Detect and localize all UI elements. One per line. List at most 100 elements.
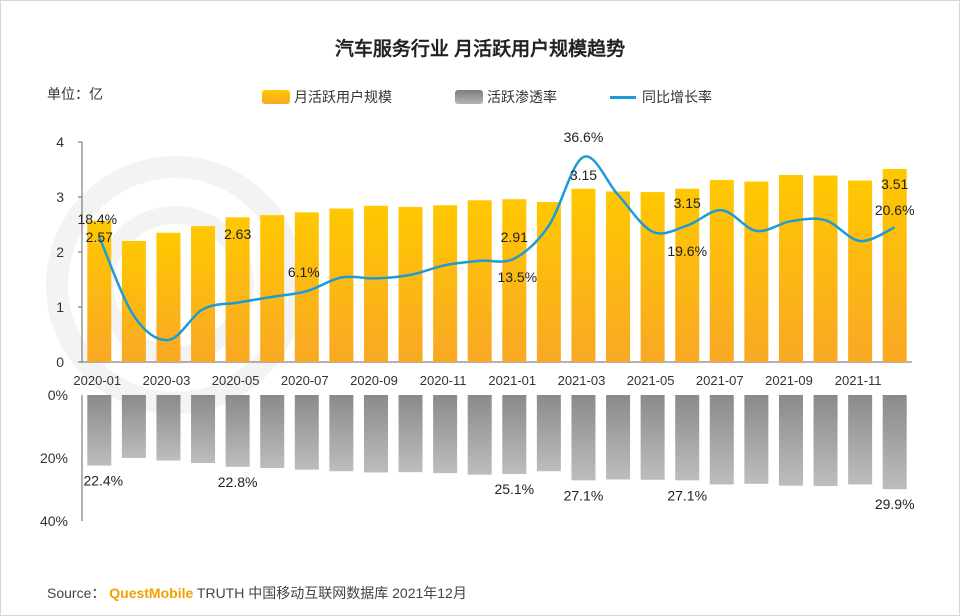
yoy-data-label: 6.1%	[288, 264, 320, 280]
legend-mau-label: 月活跃用户规模	[294, 89, 392, 105]
penetration-tick-label: 20%	[40, 450, 68, 466]
yoy-data-label: 18.4%	[77, 211, 117, 227]
mau-bar	[744, 181, 769, 362]
yoy-line	[98, 155, 896, 342]
penetration-bar	[536, 395, 561, 472]
penetration-bar	[121, 395, 146, 458]
mau-bar	[778, 175, 803, 362]
penetration-tick-label: 0%	[48, 387, 68, 403]
x-tick-label: 2021-07	[696, 373, 744, 388]
penetration-data-label: 29.9%	[875, 496, 915, 512]
x-tick-label: 2020-09	[350, 373, 398, 388]
x-tick-label: 2021-03	[558, 373, 606, 388]
penetration-bar	[640, 395, 665, 480]
penetration-bar	[363, 395, 388, 473]
yoy-data-label: 19.6%	[667, 243, 707, 259]
penetration-data-label: 22.4%	[83, 473, 123, 489]
mau-data-label: 2.63	[224, 226, 251, 242]
mau-bar	[156, 232, 181, 362]
legend-penetration: 活跃渗透率	[455, 87, 557, 107]
x-tick-label: 2020-11	[420, 373, 467, 388]
mau-data-label: 3.51	[881, 176, 908, 192]
mau-bar	[398, 206, 423, 362]
legend-penetration-swatch	[455, 90, 483, 104]
mau-bar	[260, 215, 285, 362]
penetration-bar	[778, 395, 803, 486]
mau-bar	[640, 192, 665, 362]
penetration-bar	[709, 395, 734, 485]
x-tick-label: 2020-05	[212, 373, 260, 388]
y-tick-label: 2	[56, 244, 64, 260]
penetration-bar	[848, 395, 873, 485]
mau-data-label: 2.57	[86, 229, 113, 245]
penetration-data-label: 22.8%	[218, 474, 258, 490]
y-tick-label: 4	[56, 134, 64, 150]
x-tick-label: 2021-05	[627, 373, 675, 388]
penetration-bar	[813, 395, 838, 487]
source-brand: QuestMobile	[109, 585, 194, 601]
mau-bar	[225, 217, 250, 362]
legend-penetration-label: 活跃渗透率	[487, 89, 557, 105]
x-tick-label: 2021-09	[765, 373, 813, 388]
penetration-bar	[675, 395, 700, 481]
source-rest: TRUTH 中国移动互联网数据库 2021年12月	[196, 585, 467, 601]
legend-mau: 月活跃用户规模	[262, 87, 392, 107]
mau-bar	[191, 226, 216, 362]
source-note: Source： QuestMobile TRUTH 中国移动互联网数据库 202…	[47, 583, 467, 603]
x-tick-label: 2020-07	[281, 373, 329, 388]
penetration-data-label: 27.1%	[667, 487, 707, 503]
penetration-bar	[882, 395, 907, 490]
y-tick-label: 3	[56, 189, 64, 205]
mau-bar	[675, 188, 700, 362]
penetration-bar	[433, 395, 458, 474]
penetration-bar	[260, 395, 285, 469]
mau-bar	[87, 220, 112, 362]
legend-mau-swatch	[262, 90, 290, 104]
mau-bar	[571, 188, 596, 362]
mau-data-label: 3.15	[570, 167, 597, 183]
yoy-data-label: 36.6%	[564, 129, 604, 145]
legend-yoy-label: 同比增长率	[642, 89, 712, 105]
source-prefix: Source：	[47, 585, 106, 601]
chart-title: 汽车服务行业 月活跃用户规模趋势	[334, 39, 626, 60]
mau-bar	[363, 205, 388, 362]
penetration-bar	[191, 395, 216, 464]
x-tick-label: 2021-11	[835, 373, 882, 388]
mau-data-label: 3.15	[674, 195, 701, 211]
mau-bar	[467, 200, 492, 362]
y-tick-label: 1	[56, 299, 64, 315]
penetration-bar	[502, 395, 527, 475]
penetration-bar	[606, 395, 631, 480]
legend-yoy: 同比增长率	[610, 87, 712, 107]
y-tick-label: 0	[56, 354, 64, 370]
penetration-data-label: 27.1%	[564, 487, 604, 503]
yoy-data-label: 20.6%	[875, 202, 915, 218]
unit-label: 单位：亿	[47, 86, 103, 102]
mau-bar	[882, 168, 907, 362]
mau-data-label: 2.91	[501, 229, 528, 245]
mau-bar	[709, 179, 734, 362]
penetration-bar	[87, 395, 112, 466]
yoy-data-label: 13.5%	[497, 269, 537, 285]
penetration-bar	[744, 395, 769, 484]
penetration-bar	[225, 395, 250, 467]
x-tick-label: 2020-01	[73, 373, 121, 388]
penetration-tick-label: 40%	[40, 513, 68, 529]
penetration-bar	[571, 395, 596, 481]
penetration-bar	[156, 395, 181, 461]
mau-bar	[813, 175, 838, 362]
penetration-data-label: 25.1%	[494, 481, 534, 497]
mau-bar	[433, 205, 458, 362]
mau-bar	[536, 201, 561, 362]
legend-yoy-line	[610, 95, 636, 99]
x-tick-label: 2020-03	[143, 373, 191, 388]
penetration-bar	[329, 395, 354, 472]
x-tick-label: 2021-01	[488, 373, 536, 388]
mau-bar	[848, 180, 873, 362]
mau-bar	[329, 208, 354, 362]
penetration-bar	[398, 395, 423, 473]
penetration-bar	[467, 395, 492, 475]
mau-bar	[606, 191, 631, 362]
mau-bar	[502, 199, 527, 362]
